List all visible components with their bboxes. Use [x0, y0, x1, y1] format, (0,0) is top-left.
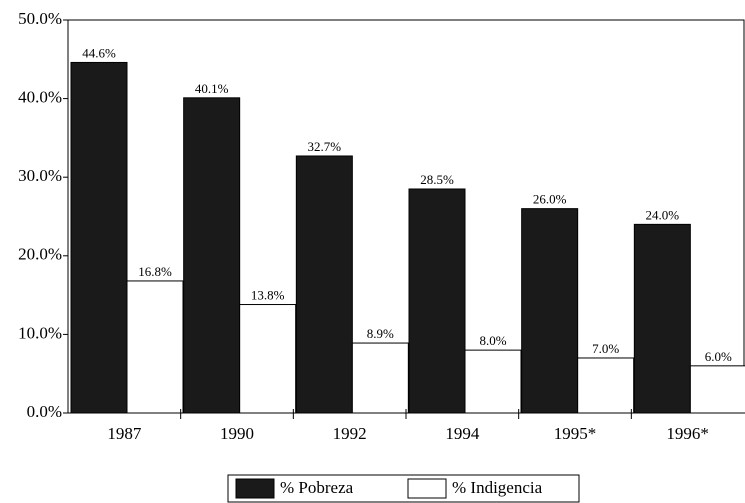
value-label: 16.8% [138, 264, 172, 279]
x-tick-label: 1995* [554, 424, 597, 443]
bar [633, 223, 691, 414]
y-tick-label: 40.0% [18, 88, 62, 107]
value-label: 32.7% [308, 139, 342, 154]
legend-swatch [407, 478, 447, 499]
value-label: 13.8% [251, 288, 285, 303]
y-tick-label: 30.0% [18, 166, 62, 185]
x-tick-label: 1990 [220, 424, 254, 443]
bar [464, 349, 522, 414]
value-label: 8.0% [479, 333, 506, 348]
value-label: 26.0% [533, 192, 567, 207]
value-label: 7.0% [592, 341, 619, 356]
value-label: 40.1% [195, 81, 229, 96]
bar [521, 208, 579, 414]
y-tick-label: 10.0% [18, 323, 62, 342]
bar [239, 304, 297, 414]
bar [351, 342, 409, 414]
x-tick-label: 1987 [107, 424, 142, 443]
y-tick-label: 50.0% [18, 9, 62, 28]
legend-box [227, 474, 580, 503]
legend-swatch [235, 478, 275, 499]
bar [408, 188, 466, 414]
value-label: 28.5% [420, 172, 454, 187]
legend-label: % Pobreza [280, 478, 354, 497]
y-tick-label: 20.0% [18, 245, 62, 264]
value-label: 24.0% [646, 207, 680, 222]
value-label: 6.0% [705, 349, 732, 364]
bar [577, 357, 635, 414]
value-label: 44.6% [82, 45, 116, 60]
x-tick-label: 1994 [445, 424, 480, 443]
bar [295, 155, 353, 414]
x-tick-label: 1996* [666, 424, 709, 443]
legend-label: % Indigencia [452, 478, 543, 497]
bar [70, 61, 128, 414]
y-tick-label: 0.0% [27, 402, 62, 421]
bar [126, 280, 184, 414]
bar [183, 97, 241, 414]
x-tick-label: 1992 [333, 424, 367, 443]
bar [689, 365, 745, 414]
value-label: 8.9% [367, 326, 394, 341]
